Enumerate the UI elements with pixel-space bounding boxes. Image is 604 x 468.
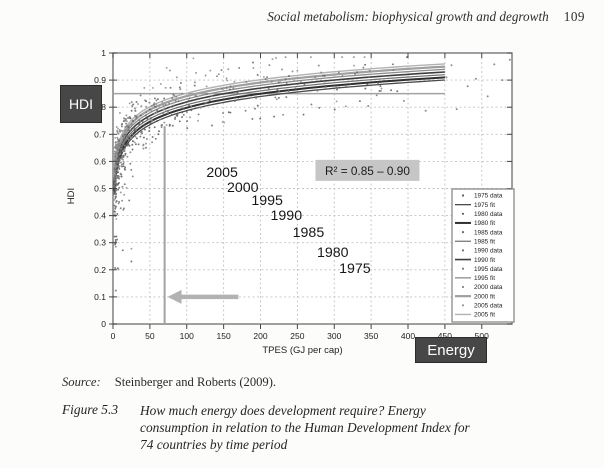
- svg-text:50: 50: [145, 331, 155, 341]
- figure-caption: Figure 5.3 How much energy does developm…: [62, 402, 470, 453]
- svg-text:450: 450: [438, 331, 452, 341]
- scatter-points: [113, 56, 511, 292]
- svg-text:1990 data: 1990 data: [474, 248, 503, 255]
- legend: 1975 data 1975 fit 1980 data 1980 fit 1985 d…: [451, 188, 515, 323]
- year-label-1975: 1975: [339, 261, 371, 277]
- figure-caption-text: How much energy does development require…: [140, 402, 470, 453]
- axis-labels: TPES (GJ per cap) HDI: [66, 188, 343, 356]
- caption-line: consumption in relation to the Human Dev…: [140, 420, 470, 435]
- source-line: Source: Steinberger and Roberts (2009).: [62, 375, 276, 390]
- running-head: Social metabolism: biophysical growth an…: [267, 9, 585, 25]
- year-label-1980: 1980: [317, 245, 349, 261]
- svg-text:350: 350: [364, 331, 378, 341]
- svg-text:1985 data: 1985 data: [474, 229, 503, 236]
- svg-text:2005 data: 2005 data: [474, 303, 503, 310]
- svg-text:400: 400: [401, 331, 415, 341]
- svg-text:2000 data: 2000 data: [474, 284, 503, 291]
- year-label-1995: 1995: [251, 193, 283, 209]
- svg-text:0: 0: [101, 319, 106, 329]
- page-number: 109: [563, 9, 585, 24]
- svg-text:1980 data: 1980 data: [474, 211, 503, 218]
- svg-text:0: 0: [111, 331, 116, 341]
- energy-axis-badge: Energy: [415, 337, 487, 363]
- running-head-title: Social metabolism: biophysical growth an…: [267, 9, 549, 24]
- svg-text:0.9: 0.9: [94, 75, 106, 85]
- year-label-1990: 1990: [271, 208, 303, 224]
- svg-text:1995 fit: 1995 fit: [474, 275, 495, 282]
- caption-line: 74 countries by time period: [140, 437, 288, 452]
- svg-text:0.6: 0.6: [94, 156, 106, 166]
- r-squared-annotation: R² = 0.85 – 0.90: [315, 159, 420, 181]
- svg-text:1975 fit: 1975 fit: [474, 202, 495, 209]
- source-text: Steinberger and Roberts (2009).: [114, 375, 277, 389]
- svg-text:1: 1: [101, 48, 106, 58]
- figure-number: Figure 5.3: [62, 402, 119, 417]
- svg-text:500: 500: [475, 331, 489, 341]
- svg-text:250: 250: [290, 331, 304, 341]
- svg-text:0.7: 0.7: [94, 129, 106, 139]
- svg-text:0.4: 0.4: [94, 211, 106, 221]
- svg-text:200: 200: [253, 331, 267, 341]
- svg-text:0.1: 0.1: [94, 292, 106, 302]
- svg-text:150: 150: [217, 331, 231, 341]
- year-label-2005: 2005: [206, 165, 238, 181]
- y-axis-label: HDI: [66, 188, 77, 204]
- caption-line: How much energy does development require…: [140, 403, 426, 418]
- less-energy-arrow: [167, 289, 239, 304]
- svg-text:0.2: 0.2: [94, 265, 106, 275]
- svg-text:1975 data: 1975 data: [474, 193, 503, 200]
- svg-text:R² = 0.85 – 0.90: R² = 0.85 – 0.90: [325, 164, 410, 178]
- svg-text:0.5: 0.5: [94, 184, 106, 194]
- year-label-2000: 2000: [227, 180, 259, 196]
- svg-text:1990 fit: 1990 fit: [474, 257, 495, 264]
- svg-text:2000 fit: 2000 fit: [474, 293, 495, 300]
- figure-chart-area: 0 50 100 150 200 250 300 350 400 450 500 0 0.1 0.2 0.3…: [60, 48, 515, 363]
- source-label: Source:: [62, 375, 101, 389]
- hdi-vs-energy-chart: 0 50 100 150 200 250 300 350 400 450 500 0 0.1 0.2 0.3…: [66, 48, 515, 356]
- hdi-axis-badge: HDI: [60, 85, 102, 123]
- svg-text:1995 data: 1995 data: [474, 266, 503, 273]
- svg-text:1985 fit: 1985 fit: [474, 238, 495, 245]
- svg-text:100: 100: [180, 331, 194, 341]
- svg-text:0.3: 0.3: [94, 238, 106, 248]
- svg-text:1980 fit: 1980 fit: [474, 220, 495, 227]
- year-label-1985: 1985: [293, 225, 325, 241]
- svg-text:2005 fit: 2005 fit: [474, 312, 495, 319]
- x-axis-label: TPES (GJ per cap): [262, 345, 342, 356]
- svg-text:300: 300: [327, 331, 341, 341]
